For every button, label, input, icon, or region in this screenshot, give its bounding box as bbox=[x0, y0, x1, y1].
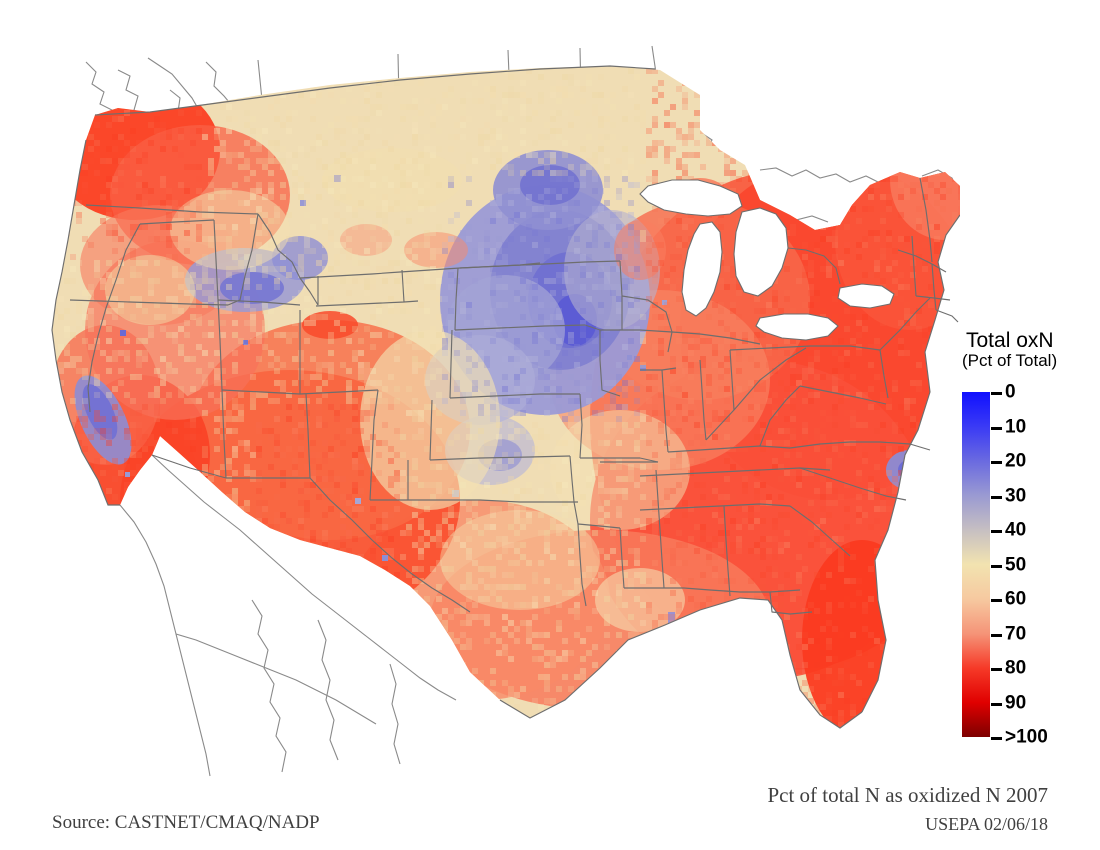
colorbar-tick-mark bbox=[991, 495, 1002, 499]
legend-subtitle: (Pct of Total) bbox=[962, 351, 1058, 371]
colorbar-gradient bbox=[962, 392, 990, 737]
colorbar-tick-mark bbox=[991, 392, 1002, 395]
colorbar-tick-mark bbox=[991, 564, 1002, 568]
colorbar-tick-mark bbox=[991, 599, 1002, 602]
colorbar-tick-label: 90 bbox=[1005, 692, 1027, 713]
colorbar-tick-label: 30 bbox=[1005, 485, 1027, 506]
great-lakes bbox=[639, 179, 895, 341]
colorbar-tick-mark bbox=[991, 737, 1002, 740]
colorbar-tick-mark bbox=[991, 530, 1002, 533]
colorbar-tick-label: 40 bbox=[1005, 519, 1027, 541]
agency-credit: USEPA 02/06/18 bbox=[925, 814, 1048, 834]
coastline bbox=[51, 139, 960, 729]
map-canvas[interactable] bbox=[0, 0, 960, 780]
colorbar-tick-mark bbox=[991, 633, 1002, 637]
figure-caption: Pct of total N as oxidized N 2007 bbox=[767, 783, 1048, 807]
state-boundaries bbox=[69, 65, 959, 615]
colorbar-tick-mark bbox=[991, 668, 1002, 671]
colorbar-tick-label: >100 bbox=[1005, 726, 1048, 748]
colorbar-tick-label: 50 bbox=[1005, 554, 1027, 575]
conus-choropleth-map[interactable] bbox=[0, 0, 960, 780]
data-source-label: Source: CASTNET/CMAQ/NADP bbox=[52, 812, 320, 833]
legend-title: Total oxN bbox=[966, 329, 1054, 352]
colorbar-tick-mark bbox=[991, 702, 1002, 706]
colorbar-tick-mark bbox=[991, 426, 1002, 430]
colorbar-tick-label: 0 bbox=[1005, 381, 1016, 403]
colorbar-tick-label: 20 bbox=[1005, 450, 1027, 472]
colorbar-tick-mark bbox=[991, 461, 1002, 464]
colorbar-container[interactable]: 0 10 20 30 40 50 60 70 80 90 >100 bbox=[962, 383, 1098, 752]
map-legend: Total oxN (Pct of Total) bbox=[960, 329, 1100, 747]
colorbar-tick-label: 70 bbox=[1005, 623, 1027, 644]
colorbar-tick-label: 60 bbox=[1005, 588, 1027, 610]
colorbar-tick-label: 10 bbox=[1005, 416, 1027, 437]
colorbar-tick-label: 80 bbox=[1005, 657, 1027, 679]
